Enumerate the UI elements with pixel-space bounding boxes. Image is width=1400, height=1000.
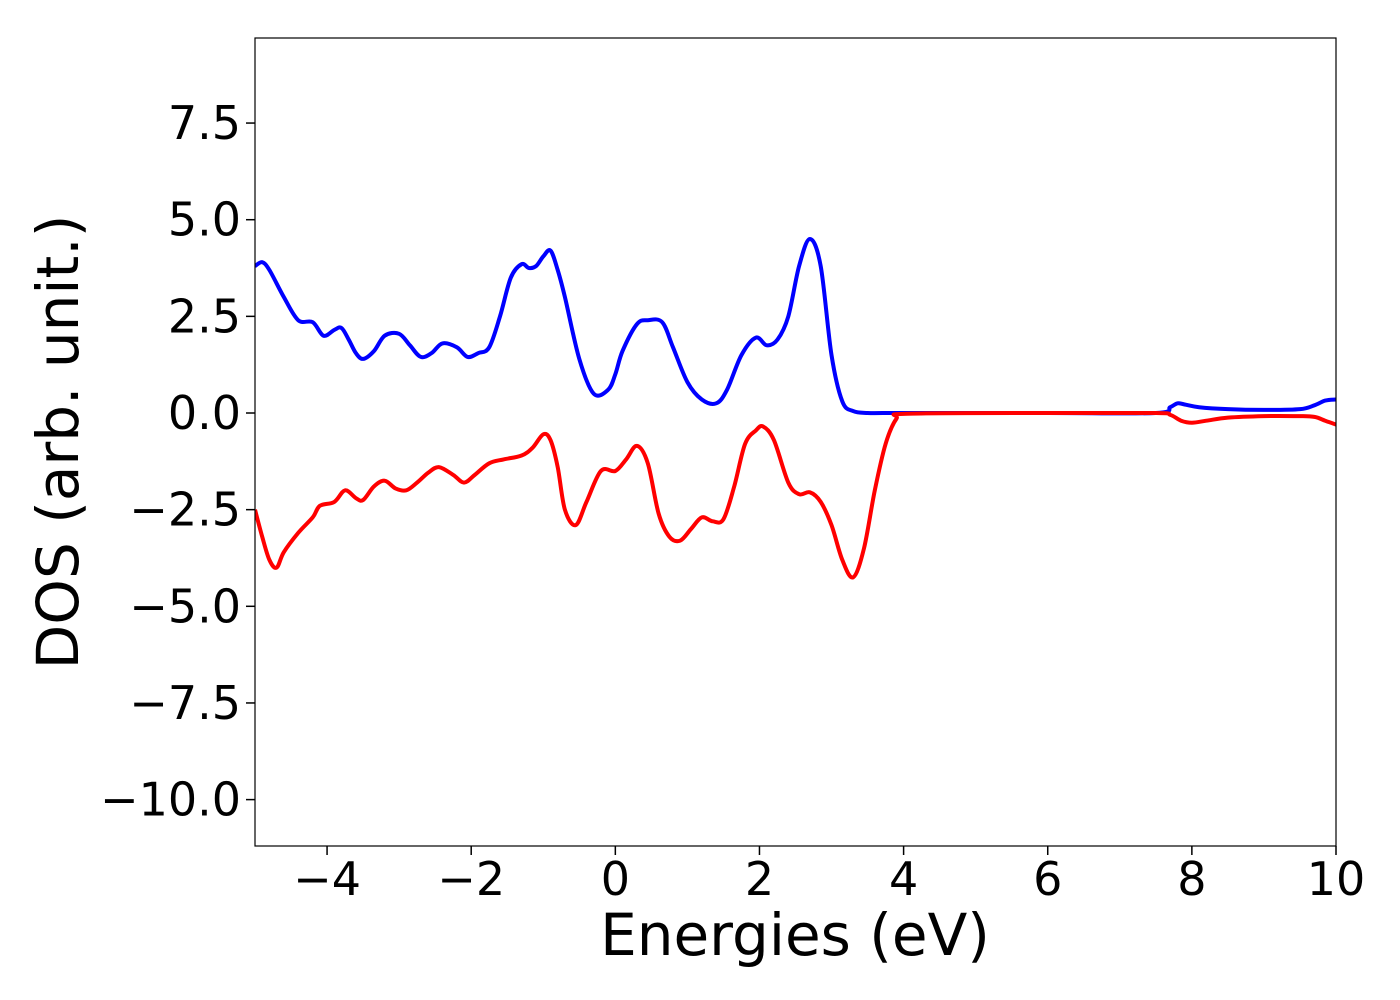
y-tick-label: −2.5 [129,483,241,537]
x-axis-label: Energies (eV) [600,901,990,969]
x-tick-label: 4 [889,852,918,906]
x-tick-label: 8 [1177,852,1206,906]
x-tick-label: −2 [437,852,505,906]
x-tick-label: 2 [745,852,774,906]
series-line-1 [255,237,1336,416]
x-tick-label: 6 [1033,852,1062,906]
y-axis: 7.5 5.0 2.5 0.0 −2.5 −5.0 −7.5 −10.0 [100,96,255,827]
y-tick-label: −5.0 [129,579,241,633]
y-axis-label: DOS (arb. unit.) [24,215,92,670]
y-tick-label: −10.0 [100,773,241,827]
y-tick-label: 0.0 [168,386,241,440]
x-tick-label: −4 [293,852,361,906]
x-tick-label: 0 [601,852,630,906]
series-line-2 [255,410,1336,580]
y-tick-label: −7.5 [129,676,241,730]
y-tick-label: 5.0 [168,193,241,247]
y-tick-label: 2.5 [168,289,241,343]
plot-frame [254,37,1337,847]
series-layer [255,237,1336,580]
x-tick-label: 10 [1307,852,1366,906]
y-tick-label: 7.5 [168,96,241,150]
x-axis: −4 −2 0 2 4 6 8 10 [293,846,1365,906]
